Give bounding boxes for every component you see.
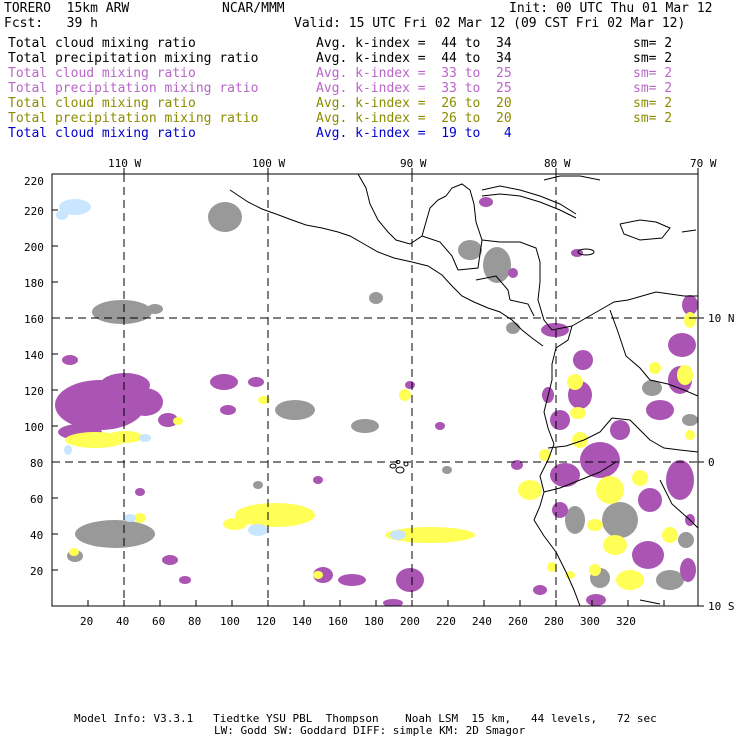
legend-field: Total cloud mixing ratio <box>8 96 196 111</box>
x-tick-label: 80 <box>188 615 202 628</box>
x-tick-label: 280 <box>544 615 564 628</box>
lat-label: 10 S <box>708 600 735 613</box>
y-tick-label: 120 <box>24 385 44 398</box>
lon-label: 110 W <box>108 157 142 170</box>
x-tick-label: 180 <box>364 615 384 628</box>
y-tick-label: 180 <box>24 277 44 290</box>
legend-kindex: Avg. k-index = 44 to 34 <box>316 36 512 51</box>
x-tick-label: 160 <box>328 615 348 628</box>
lat-label: 0 <box>708 456 715 469</box>
yellow-cloud-areas <box>65 312 696 590</box>
x-tick-label: 220 <box>436 615 456 628</box>
x-tick-label: 240 <box>472 615 492 628</box>
legend-kindex: Avg. k-index = 33 to 25 <box>316 81 512 96</box>
x-tick-label: 260 <box>508 615 528 628</box>
legend-sm: sm= 2 <box>633 36 673 51</box>
legend-kindex: Avg. k-index = 26 to 20 <box>316 111 512 126</box>
valid-time: Valid: 15 UTC Fri 02 Mar 12 (09 CST Fri … <box>294 16 686 31</box>
lightblue-cloud-areas <box>56 199 406 540</box>
y-tick-label: 40 <box>30 529 44 542</box>
y-tick-label: 140 <box>24 349 44 362</box>
legend-sm: sm= 2 <box>633 96 673 111</box>
init-time: Init: 00 UTC Thu 01 Mar 12 <box>509 1 713 16</box>
coastlines <box>229 174 698 606</box>
y-tick-label: 80 <box>30 457 44 470</box>
y-tick-label: 220 <box>24 205 44 218</box>
x-tick-label: 200 <box>400 615 420 628</box>
x-tick-label: 60 <box>152 615 166 628</box>
legend-sm: sm= 2 <box>633 51 673 66</box>
cloud-fields <box>55 197 698 606</box>
gray-cloud-areas <box>67 202 698 590</box>
x-tick-label: 120 <box>256 615 276 628</box>
y-tick-label: 200 <box>24 241 44 254</box>
y-tick-label: 20 <box>30 565 44 578</box>
x-ticks <box>52 168 704 607</box>
legend-sm: sm= 2 <box>633 81 673 96</box>
legend-field: Total cloud mixing ratio <box>8 66 196 81</box>
lat-label: 10 N <box>708 312 735 325</box>
x-tick-label: 100 <box>220 615 240 628</box>
model-info: Model Info: V3.3.1 Tiedtke YSU PBL Thomp… <box>74 712 657 725</box>
x-tick-label: 40 <box>116 615 130 628</box>
legend-field: Total cloud mixing ratio <box>8 36 196 51</box>
x-tick-label: 320 <box>616 615 636 628</box>
legend-field: Total precipitation mixing ratio <box>8 51 259 66</box>
model-title: TORERO 15km ARW <box>4 1 130 16</box>
purple-cloud-areas <box>55 197 698 606</box>
lon-label: 100 W <box>252 157 286 170</box>
y-tick-label: 160 <box>24 313 44 326</box>
legend-kindex: Avg. k-index = 19 to 4 <box>316 126 512 141</box>
legend-kindex: Avg. k-index = 33 to 25 <box>316 66 512 81</box>
legend-field: Total precipitation mixing ratio <box>8 81 259 96</box>
model-physics: LW: Godd SW: Goddard DIFF: simple KM: 2D… <box>214 724 526 737</box>
y-tick-label: 60 <box>30 493 44 506</box>
y-tick-label-top: 220 <box>24 175 44 188</box>
lon-label: 70 W <box>690 157 717 170</box>
org-label: NCAR/MMM <box>222 1 285 16</box>
forecast-hour: Fcst: 39 h <box>4 16 98 31</box>
latlon-grid <box>52 174 698 606</box>
y-tick-label: 100 <box>24 421 44 434</box>
lon-label: 90 W <box>400 157 427 170</box>
legend-sm: sm= 2 <box>633 111 673 126</box>
x-tick-label: 140 <box>292 615 312 628</box>
x-tick-label: 20 <box>80 615 94 628</box>
legend-sm: sm= 2 <box>633 66 673 81</box>
legend-kindex: Avg. k-index = 26 to 20 <box>316 96 512 111</box>
legend-field: Total precipitation mixing ratio <box>8 111 259 126</box>
lon-label: 80 W <box>544 157 571 170</box>
x-tick-label: 300 <box>580 615 600 628</box>
legend-kindex: Avg. k-index = 44 to 34 <box>316 51 512 66</box>
legend-field: Total cloud mixing ratio <box>8 126 196 141</box>
